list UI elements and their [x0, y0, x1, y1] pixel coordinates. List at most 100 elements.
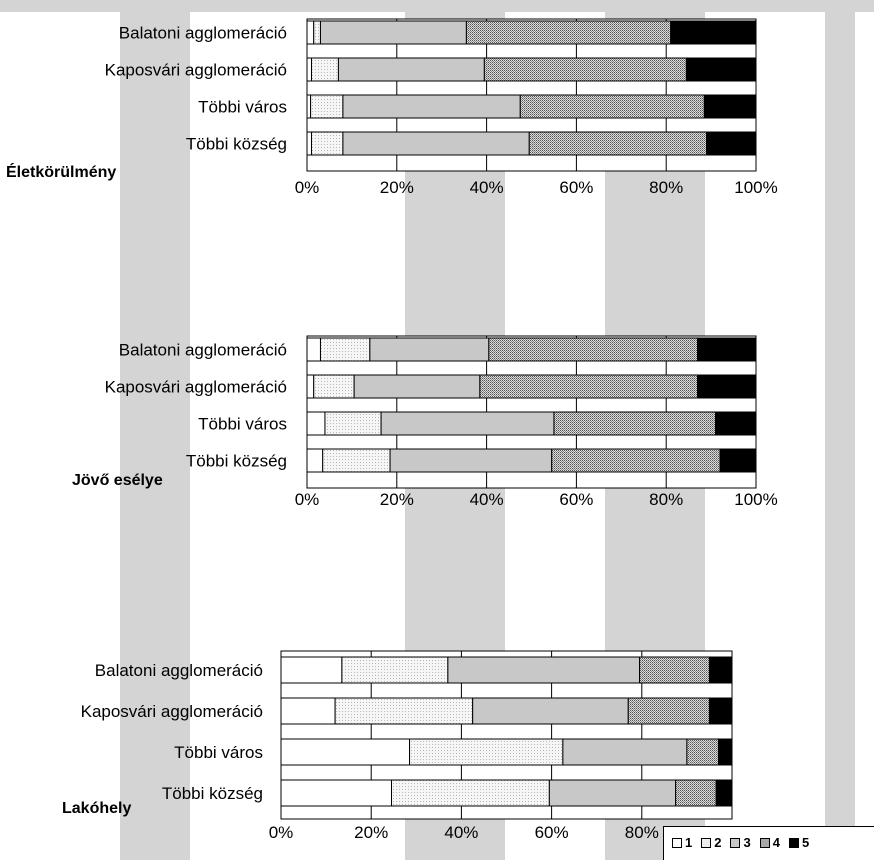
- watermark-band-far-right: [825, 0, 855, 860]
- chart-title: Életkörülmény: [6, 162, 116, 181]
- chart-title: Lakóhely: [62, 800, 131, 817]
- x-tick-label: 40%: [470, 178, 504, 197]
- legend: 1 2 3 4 5: [663, 826, 874, 860]
- category-label: Többi község: [186, 452, 287, 471]
- bar-segment: [551, 448, 721, 473]
- legend-item: 4: [759, 835, 780, 850]
- bar-segment: [380, 411, 555, 436]
- x-tick-label: 80%: [649, 178, 683, 197]
- legend-swatch: [701, 837, 712, 848]
- bar-segment: [306, 94, 312, 119]
- bar-segment: [465, 20, 672, 45]
- bar-segment: [528, 131, 708, 156]
- bar-segment: [675, 779, 717, 807]
- bar-segment: [319, 337, 371, 362]
- x-tick-label: 20%: [354, 823, 388, 842]
- x-tick-label: 100%: [734, 178, 777, 197]
- x-tick-label: 80%: [649, 490, 683, 509]
- x-tick-label: 40%: [470, 490, 504, 509]
- bar-segment: [717, 738, 733, 766]
- x-tick-label: 60%: [559, 490, 593, 509]
- category-label: Balatoni agglomeráció: [119, 341, 287, 360]
- bar-segment: [548, 779, 677, 807]
- bar-segment: [703, 94, 757, 119]
- bar-segment: [319, 20, 467, 45]
- bar-segment: [488, 337, 699, 362]
- x-tick-label: 60%: [535, 823, 569, 842]
- bar-segment: [706, 131, 757, 156]
- bar-segment: [715, 779, 733, 807]
- chart-1: 0% 20% 40% 60% 80% 100% Balatoni agglomeráció K…: [6, 18, 778, 197]
- bar-segment: [719, 448, 757, 473]
- legend-label: 3: [743, 835, 751, 850]
- bar-segment: [324, 411, 382, 436]
- bar-segment: [389, 448, 553, 473]
- x-tick-label: 40%: [444, 823, 478, 842]
- bar-segment: [313, 374, 355, 399]
- bar-segment: [519, 94, 705, 119]
- bar-segment: [369, 337, 490, 362]
- bar-segment: [390, 779, 550, 807]
- legend-label: 5: [801, 835, 810, 850]
- x-tick-label: 0%: [269, 823, 294, 842]
- x-tick-label: 80%: [625, 823, 659, 842]
- x-tick-label: 20%: [380, 178, 414, 197]
- bar-segment: [409, 738, 564, 766]
- bar-segment: [685, 57, 757, 82]
- bar-segment: [306, 20, 315, 45]
- bar-segment: [280, 656, 343, 684]
- watermark-band-left: [120, 0, 190, 860]
- bar-segment: [337, 57, 485, 82]
- bar-segment: [627, 697, 710, 725]
- bar-segment: [708, 656, 733, 684]
- legend-swatch: [788, 837, 799, 848]
- bar-segment: [310, 94, 344, 119]
- bar-segment: [342, 94, 521, 119]
- category-label: Többi város: [174, 743, 263, 762]
- legend-swatch: [759, 837, 770, 848]
- bar-segment: [306, 448, 324, 473]
- bar-segment: [322, 448, 391, 473]
- category-label: Többi község: [162, 784, 263, 803]
- x-tick-label: 100%: [734, 490, 777, 509]
- bar-segment: [670, 20, 757, 45]
- category-label: Balatoni agglomeráció: [119, 24, 287, 43]
- legend-label: 1: [685, 835, 693, 850]
- legend-label: 4: [772, 835, 780, 850]
- x-tick-label: 0%: [295, 490, 320, 509]
- bar-segment: [280, 779, 392, 807]
- bar-segment: [697, 374, 757, 399]
- legend-swatch: [730, 837, 741, 848]
- bar-segment: [306, 57, 312, 82]
- bar-segment: [310, 131, 344, 156]
- category-label: Kaposvári agglomeráció: [81, 702, 263, 721]
- x-tick-label: 60%: [559, 178, 593, 197]
- category-label: Többi város: [198, 98, 287, 117]
- bar-segment: [306, 374, 315, 399]
- legend-item: 2: [701, 835, 721, 850]
- x-tick-label: 0%: [295, 178, 320, 197]
- bar-segment: [306, 337, 321, 362]
- category-label: Kaposvári agglomeráció: [105, 61, 287, 80]
- chart-3: 0%20%40%60%80%100%Balatoni agglomerációK…: [62, 650, 754, 842]
- bar-segment: [472, 697, 629, 725]
- bar-segment: [306, 131, 312, 156]
- bar-segment: [334, 697, 474, 725]
- chart-2: 0% 20% 40% 60% 80% 100% Balatoni agglomeráció K…: [72, 335, 778, 509]
- bar-segment: [562, 738, 688, 766]
- bar-segment: [280, 697, 336, 725]
- bar-segment: [353, 374, 481, 399]
- legend-label: 2: [714, 835, 722, 850]
- bar-segment: [697, 337, 757, 362]
- legend-item: 1: [672, 835, 692, 850]
- bar-segment: [313, 20, 321, 45]
- bar-segment: [639, 656, 710, 684]
- legend-item: 3: [730, 835, 751, 850]
- legend-swatch: [672, 837, 682, 848]
- category-label: Kaposvári agglomeráció: [105, 378, 287, 397]
- category-label: Többi város: [198, 415, 287, 434]
- category-label: Többi község: [186, 135, 287, 154]
- legend-item: 5: [788, 835, 810, 850]
